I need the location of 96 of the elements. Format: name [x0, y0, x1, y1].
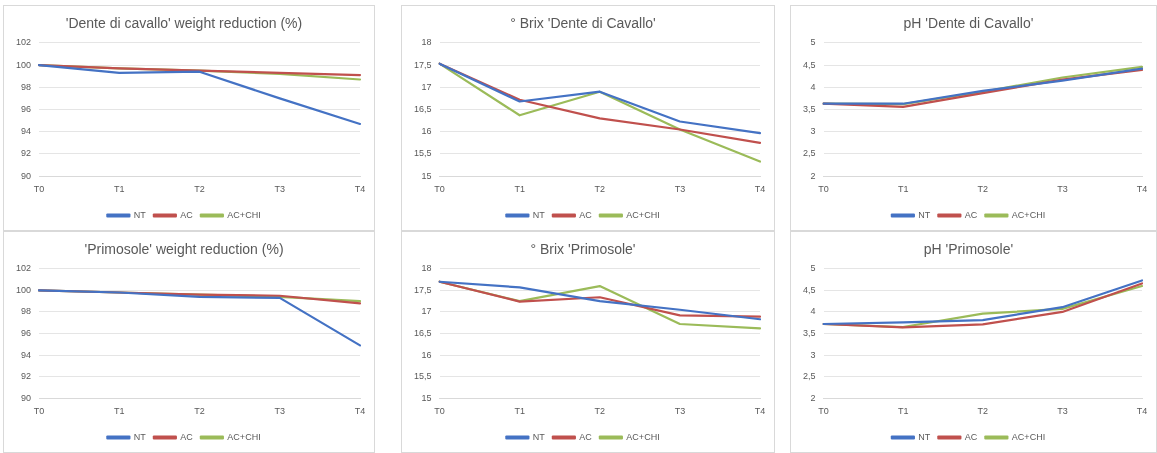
legend-label: AC+CHI [1011, 209, 1046, 220]
y-tick-label: 16,5 [413, 327, 432, 338]
chart-title: pH 'Dente di Cavallo' [903, 15, 1034, 32]
y-tick-label: 4,5 [803, 284, 816, 295]
chart-title: ° Brix 'Dente di Cavallo' [510, 15, 656, 32]
y-tick-label: 102 [15, 37, 32, 48]
y-tick-label: 3,5 [803, 103, 816, 114]
legend-label: AC+CHI [227, 209, 261, 220]
x-tick-label: T1 [897, 406, 909, 417]
chart-title: 'Primosole' weight reduction (%) [84, 241, 284, 258]
legend-label: NT [532, 209, 546, 220]
x-tick-label: T0 [33, 406, 45, 417]
y-tick-label: 2,5 [803, 371, 816, 382]
legend-label: AC+CHI [227, 431, 261, 442]
x-tick-label: T4 [754, 406, 766, 417]
y-tick-label: 94 [21, 126, 32, 137]
legend-label: NT [532, 431, 546, 442]
x-tick-label: T2 [977, 406, 989, 417]
y-tick-label: 15,5 [413, 371, 432, 382]
legend-label: AC [964, 209, 978, 220]
y-tick-label: 94 [21, 349, 32, 360]
y-tick-label: 17,5 [413, 284, 432, 295]
x-tick-label: T0 [818, 406, 829, 417]
legend-label: AC [579, 431, 593, 442]
y-tick-label: 3,5 [803, 327, 816, 338]
x-tick-label: T2 [194, 406, 205, 417]
x-tick-label: T2 [194, 184, 205, 195]
x-tick-label: T3 [1057, 406, 1068, 417]
y-tick-label: 4 [810, 81, 816, 92]
x-tick-label: T4 [1136, 184, 1148, 195]
y-tick-label: 16 [421, 349, 432, 360]
y-tick-label: 98 [21, 81, 32, 92]
x-tick-label: T1 [114, 184, 125, 195]
y-tick-label: 15 [421, 392, 432, 403]
legend-label: AC [964, 431, 978, 442]
legend-label: AC+CHI [626, 209, 660, 220]
x-tick-label: T0 [818, 184, 829, 195]
x-tick-label: T0 [434, 184, 445, 195]
x-tick-label: T2 [594, 406, 606, 417]
y-tick-label: 92 [21, 148, 32, 159]
y-tick-label: 102 [15, 263, 32, 274]
y-tick-label: 15,5 [413, 148, 432, 159]
y-tick-label: 15 [421, 170, 432, 181]
x-tick-label: T3 [1057, 184, 1068, 195]
legend-label: AC [579, 209, 593, 220]
y-tick-label: 90 [21, 170, 32, 181]
x-tick-label: T4 [354, 406, 366, 417]
y-tick-label: 2,5 [803, 148, 816, 159]
y-tick-label: 100 [15, 59, 32, 70]
legend-label: AC+CHI [1011, 431, 1046, 442]
y-tick-label: 2 [810, 170, 816, 181]
chart-title: ° Brix 'Primosole' [530, 241, 636, 258]
y-tick-label: 16 [421, 126, 432, 137]
x-tick-label: T1 [514, 184, 525, 195]
x-tick-label: T3 [274, 406, 286, 417]
x-tick-label: T3 [674, 184, 686, 195]
x-tick-label: T1 [514, 406, 525, 417]
legend-label: AC [180, 209, 194, 220]
y-tick-label: 96 [21, 103, 32, 114]
y-tick-label: 96 [21, 327, 32, 338]
y-tick-label: 16,5 [413, 103, 432, 114]
y-tick-label: 4 [810, 306, 816, 317]
x-tick-label: T4 [754, 184, 766, 195]
y-tick-label: 2 [810, 392, 816, 403]
x-tick-label: T2 [594, 184, 606, 195]
x-tick-label: T3 [274, 184, 286, 195]
x-tick-label: T3 [674, 406, 686, 417]
legend-label: AC+CHI [626, 431, 660, 442]
legend-label: AC [180, 431, 194, 442]
chart-title: 'Dente di cavallo' weight reduction (%) [65, 15, 303, 32]
x-tick-label: T4 [1136, 406, 1148, 417]
y-tick-label: 3 [810, 349, 816, 360]
y-tick-label: 3 [810, 126, 816, 137]
y-tick-label: 5 [810, 263, 816, 274]
y-tick-label: 17 [421, 306, 432, 317]
legend-label: NT [133, 431, 147, 442]
x-tick-label: T0 [33, 184, 45, 195]
x-tick-label: T2 [977, 184, 989, 195]
y-tick-label: 18 [421, 263, 432, 274]
x-tick-label: T1 [114, 406, 125, 417]
y-tick-label: 18 [421, 37, 432, 48]
y-tick-label: 17,5 [413, 59, 432, 70]
y-tick-label: 92 [21, 371, 32, 382]
legend-label: NT [918, 209, 931, 220]
x-tick-label: T4 [354, 184, 366, 195]
y-tick-label: 90 [21, 392, 32, 403]
y-tick-label: 100 [15, 284, 32, 295]
y-tick-label: 5 [810, 37, 816, 48]
legend-label: NT [918, 431, 931, 442]
y-tick-label: 98 [21, 306, 32, 317]
y-tick-label: 17 [421, 81, 432, 92]
x-tick-label: T1 [897, 184, 909, 195]
y-tick-label: 4,5 [803, 59, 816, 70]
legend-label: NT [133, 209, 147, 220]
chart-title: pH 'Primosole' [923, 241, 1014, 258]
x-tick-label: T0 [434, 406, 445, 417]
